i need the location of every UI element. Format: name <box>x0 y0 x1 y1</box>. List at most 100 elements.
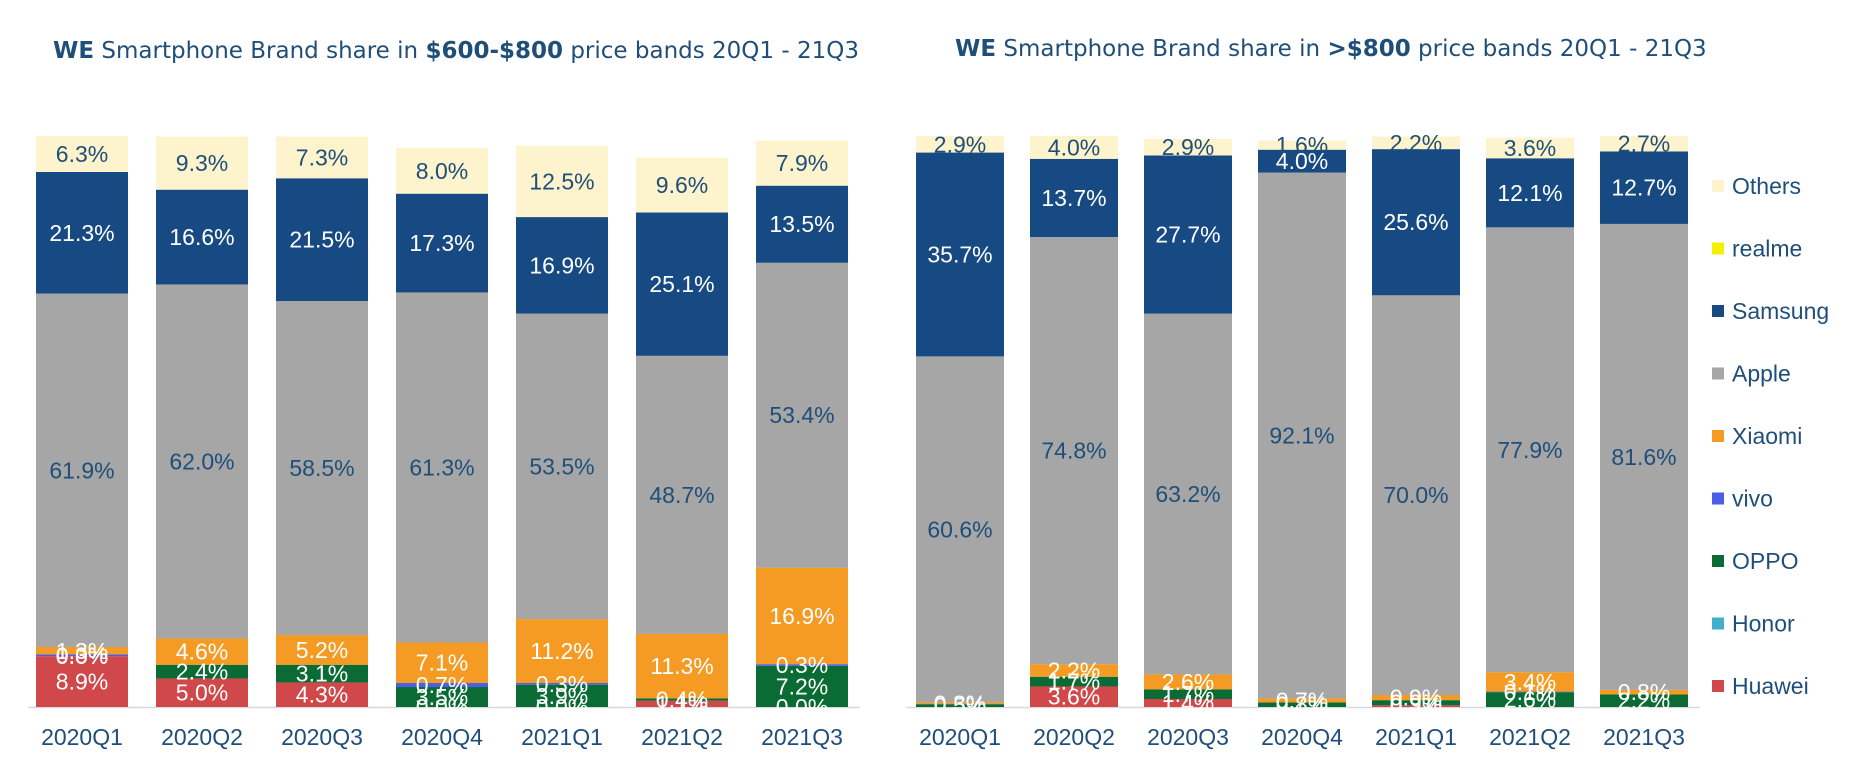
left-bar-2020q2-oppo <box>156 664 248 679</box>
right-label-2020q1-xiaomi: 0.3% <box>934 690 986 716</box>
right-label-2020q3-apple: 63.2% <box>1155 481 1220 507</box>
legend-swatch-xiaomi <box>1712 430 1724 442</box>
left-label-2021q1-huawei: 0.0% <box>536 694 588 720</box>
left-bar-2020q3-huawei <box>276 682 368 707</box>
right-bar-2021q1-oppo <box>1372 700 1460 706</box>
right-bar-2021q2-apple <box>1486 227 1574 673</box>
left-bar-2021q1-vivo <box>516 683 608 685</box>
right-label-2021q1-others: 2.2% <box>1390 130 1442 156</box>
left-label-2020q4-oppo: 3.5% <box>416 684 468 710</box>
right-bar-2021q3-apple <box>1600 223 1688 690</box>
left-label-2020q4-vivo: 0.7% <box>416 672 468 698</box>
right-bar-2021q1-others <box>1372 136 1460 150</box>
left-label-2020q4-huawei: 0.0% <box>416 694 468 720</box>
right-label-2020q4-apple: 92.1% <box>1269 422 1334 448</box>
right-label-2020q2-oppo: 1.7% <box>1048 669 1100 695</box>
left-title-part-1: Smartphone Brand share in <box>94 38 425 64</box>
left-label-2021q3-apple: 53.4% <box>769 402 834 428</box>
right-stacked-bar-chart: 0.5%0.3%60.6%35.7%2.9%2020Q13.6%1.7%2.2%… <box>906 130 1700 750</box>
left-label-2021q3-samsung: 13.5% <box>769 211 834 237</box>
legend: Others realme Samsung Apple Xiaomi vivo OPPO Ho… <box>1712 173 1829 699</box>
left-bar-2020q3-others <box>276 136 368 179</box>
left-label-2020q1-others: 6.3% <box>56 141 108 167</box>
left-label-2020q3-samsung: 21.5% <box>289 227 354 253</box>
left-label-2020q2-others: 9.3% <box>176 150 228 176</box>
right-label-2020q4-oppo: 0.8% <box>1276 692 1328 718</box>
right-chart-title: WE Smartphone Brand share in >$800 price… <box>955 36 1707 62</box>
right-tick-2020q1: 2020Q1 <box>919 724 1001 750</box>
right-bar-2021q1-apple <box>1372 295 1460 696</box>
right-label-2021q2-xiaomi: 3.4% <box>1504 669 1556 695</box>
legend-label-honor: Honor <box>1732 611 1795 637</box>
right-bar-2020q1-samsung <box>916 152 1004 357</box>
left-label-2020q1-oppo: 0.0% <box>56 643 108 669</box>
left-label-2021q1-others: 12.5% <box>529 168 594 194</box>
left-bar-2021q2-huawei <box>636 700 728 707</box>
left-label-2021q3-vivo: 0.3% <box>776 652 828 678</box>
left-bar-2020q2-others <box>156 136 248 190</box>
left-title-part-0: WE <box>53 38 94 64</box>
left-bar-2021q3-xiaomi <box>756 567 848 665</box>
left-label-2020q2-xiaomi: 4.6% <box>176 639 228 665</box>
right-tick-2020q4: 2020Q4 <box>1261 724 1343 750</box>
right-bar-2021q2-vivo <box>1486 691 1574 693</box>
legend-swatch-huawei <box>1712 680 1724 692</box>
left-bar-2020q3-apple <box>276 301 368 636</box>
right-bar-2021q3-others <box>1600 136 1688 152</box>
right-bar-2021q3-xiaomi <box>1600 689 1688 695</box>
right-bar-2020q3-samsung <box>1144 155 1232 314</box>
left-label-2021q1-oppo: 3.9% <box>536 683 588 709</box>
right-title-part-0: WE <box>955 36 996 62</box>
right-bar-2020q2-xiaomi <box>1030 664 1118 677</box>
right-bar-2020q3-others <box>1144 138 1232 156</box>
left-tick-2021q1: 2021Q1 <box>521 724 603 750</box>
legend-label-samsung: Samsung <box>1732 298 1829 324</box>
right-bar-2020q2-others <box>1030 136 1118 159</box>
left-tick-2020q4: 2020Q4 <box>401 724 483 750</box>
left-label-2020q4-xiaomi: 7.1% <box>416 650 468 676</box>
left-bar-2020q4-xiaomi <box>396 642 488 684</box>
legend-label-others: Others <box>1732 173 1801 199</box>
left-label-2021q2-oppo: 0.4% <box>656 687 708 713</box>
left-label-2021q1-xiaomi: 11.2% <box>530 638 594 664</box>
left-tick-2020q1: 2020Q1 <box>41 724 123 750</box>
left-label-2021q1-samsung: 16.9% <box>529 252 594 278</box>
right-tick-2020q2: 2020Q2 <box>1033 724 1115 750</box>
left-label-2020q1-huawei: 8.9% <box>56 669 108 695</box>
right-bar-2020q2-samsung <box>1030 158 1118 238</box>
left-label-2021q2-apple: 48.7% <box>649 482 714 508</box>
left-bar-2020q3-xiaomi <box>276 635 368 665</box>
right-label-2020q4-xiaomi: 0.7% <box>1276 687 1328 713</box>
right-title-part-2: >$800 <box>1327 36 1410 62</box>
right-tick-2020q3: 2020Q3 <box>1147 724 1229 750</box>
right-label-2021q1-oppo: 0.9% <box>1390 690 1442 716</box>
left-bar-2020q4-oppo <box>396 687 488 707</box>
left-label-2020q2-samsung: 16.6% <box>169 224 234 250</box>
right-label-2020q2-samsung: 13.7% <box>1041 185 1106 211</box>
left-label-2020q1-apple: 61.9% <box>49 457 114 483</box>
right-label-2021q1-xiaomi: 0.9% <box>1390 685 1442 711</box>
right-label-2020q3-huawei: 1.4% <box>1162 690 1214 716</box>
left-label-2020q4-others: 8.0% <box>416 158 468 184</box>
left-bar-2021q2-xiaomi <box>636 633 728 699</box>
left-label-2020q2-apple: 62.0% <box>169 448 234 474</box>
left-label-2020q3-oppo: 3.1% <box>296 661 348 687</box>
right-label-2021q2-samsung: 12.1% <box>1497 180 1562 206</box>
legend-label-realme: realme <box>1732 236 1802 262</box>
left-label-2020q2-oppo: 2.4% <box>176 659 228 685</box>
right-label-2021q1-apple: 70.0% <box>1383 482 1448 508</box>
left-bar-2021q1-samsung <box>516 217 608 314</box>
right-bar-2020q4-oppo <box>1258 702 1346 707</box>
legend-swatch-others <box>1712 180 1724 192</box>
left-bar-2020q1-samsung <box>36 171 128 294</box>
left-label-2020q3-others: 7.3% <box>296 144 348 170</box>
left-bar-2021q2-oppo <box>636 698 728 701</box>
right-label-2021q2-others: 3.6% <box>1504 135 1556 161</box>
left-bar-2020q4-apple <box>396 292 488 643</box>
right-bar-2021q1-samsung <box>1372 149 1460 296</box>
left-bar-2020q2-huawei <box>156 678 248 707</box>
left-bar-2021q3-apple <box>756 262 848 568</box>
legend-swatch-oppo <box>1712 555 1724 567</box>
right-label-2021q3-oppo: 2.2% <box>1618 688 1670 714</box>
